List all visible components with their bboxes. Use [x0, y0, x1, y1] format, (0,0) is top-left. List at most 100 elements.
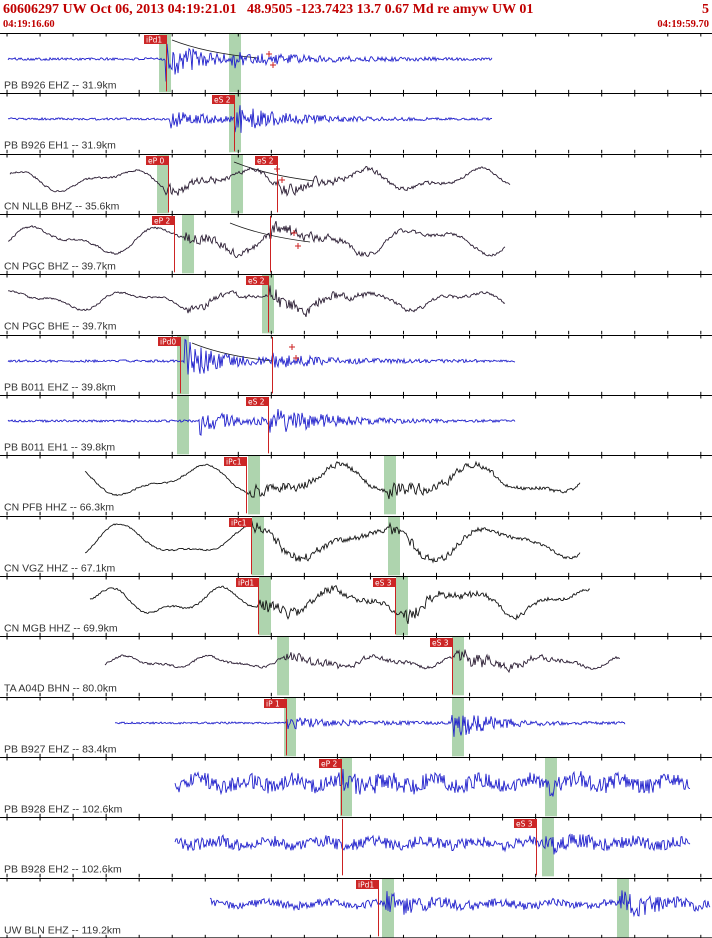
- phase-pick-label: eS 3: [516, 820, 533, 829]
- time-axis-ticks: [6, 153, 702, 214]
- phase-pick-label: eP 2: [321, 759, 337, 768]
- phase-pick-label: iPd0: [160, 337, 176, 346]
- phase-pick-flag[interactable]: eS 2: [246, 276, 270, 333]
- trace-row-cn-pgc-bhe[interactable]: eS 2 CN PGC BHE -- 39.7km: [0, 274, 712, 335]
- phase-pick-flag[interactable]: iPd1: [144, 34, 168, 92]
- arrival-window-band: [616, 878, 629, 937]
- arrival-window-band: [383, 456, 396, 515]
- trace-row-pb-b011-eh1[interactable]: eS 2 PB B011 EH1 -- 39.8km: [0, 394, 712, 456]
- trace-label: PB B927 EHZ -- 83.4km: [4, 744, 117, 755]
- amplitude-marker: [266, 50, 273, 57]
- trace-panel[interactable]: eP 2 CN PGC BHZ -- 39.7km: [0, 213, 712, 275]
- time-axis-ticks: [6, 394, 702, 456]
- trace-row-cn-nllb-bhz[interactable]: eP 0 eS 2 CN NLLB BHZ -- 35.6km: [0, 153, 712, 214]
- trace-panel[interactable]: eS 2 CN PGC BHE -- 39.7km: [0, 274, 712, 335]
- amplitude-marker: [270, 61, 277, 68]
- trace-panel[interactable]: iPc1 CN PFB HHZ -- 66.3km: [0, 455, 712, 516]
- event-header: 60606297 UW Oct 06, 2013 04:19:21.01 48.…: [0, 0, 712, 33]
- waveform: [174, 833, 691, 855]
- amplitude-marker: [293, 354, 300, 361]
- amplitude-marker: [274, 165, 281, 172]
- phase-pick-flag[interactable]: iPd1: [236, 577, 260, 635]
- phase-pick-flag[interactable]: iPc1: [224, 457, 248, 514]
- trace-panel[interactable]: eP 0 eS 2 CN NLLB BHZ -- 35.6km: [0, 153, 712, 214]
- phase-pick-label: eS 3: [432, 639, 449, 648]
- arrival-window-band: [252, 516, 265, 575]
- phase-pick-flag[interactable]: eS 2: [246, 396, 270, 454]
- phase-pick-flag[interactable]: iP 1: [264, 698, 288, 755]
- trace-list: iPd1 PB B926 EHZ -- 31.9km eS 2 PB B926 EH1…: [0, 33, 712, 938]
- page-number: 5: [702, 2, 709, 17]
- phase-pick-label: iPc1: [226, 458, 242, 467]
- phase-pick-flag[interactable]: eS 3: [513, 819, 537, 876]
- trace-panel[interactable]: iPd1 UW BLN EHZ -- 119.2km: [0, 877, 712, 938]
- trace-label: CN MGB HHZ -- 69.9km: [4, 623, 118, 634]
- arrival-window-band: [451, 637, 464, 696]
- phase-pick-flag[interactable]: iPc1: [229, 517, 253, 574]
- trace-label: UW BLN EHZ -- 119.2km: [4, 925, 121, 936]
- window-end-time: 04:19:59.70: [657, 19, 709, 30]
- trace-panel[interactable]: iPd0 PB B011 EHZ -- 39.8km: [0, 334, 712, 395]
- trace-row-cn-mgb-hhz[interactable]: iPd1 eS 3 CN MGB HHZ -- 69.9km: [0, 575, 712, 637]
- trace-row-pb-b011-ehz[interactable]: iPd0 PB B011 EHZ -- 39.8km: [0, 334, 712, 395]
- trace-panel[interactable]: eP 2 PB B928 EHZ -- 102.6km: [0, 756, 712, 818]
- trace-panel[interactable]: eS 2 PB B926 EH1 -- 31.9km: [0, 93, 712, 154]
- arrival-window-band: [277, 637, 290, 696]
- time-axis-ticks: [6, 515, 702, 576]
- trace-label: CN PGC BHE -- 39.7km: [4, 322, 117, 333]
- waveform: [7, 338, 516, 375]
- phase-pick-flag[interactable]: eS 2: [212, 95, 236, 152]
- trace-panel[interactable]: eS 3 TA A04D BHN -- 80.0km: [0, 636, 712, 697]
- trace-row-cn-pgc-bhz[interactable]: eP 2 CN PGC BHZ -- 39.7km: [0, 213, 712, 275]
- phase-pick-flag[interactable]: eS 2: [255, 155, 279, 212]
- trace-label: CN PGC BHZ -- 39.7km: [4, 261, 116, 272]
- phase-pick-label: eS 2: [248, 397, 265, 406]
- waveform: [8, 285, 506, 318]
- phase-pick-flag[interactable]: eS 3: [372, 577, 396, 635]
- trace-panel[interactable]: iPd1 eS 3 CN MGB HHZ -- 69.9km: [0, 575, 712, 637]
- trace-row-cn-vgz-hhz[interactable]: iPc1 CN VGZ HHZ -- 67.1km: [0, 515, 712, 576]
- phase-pick-flag[interactable]: eP 2: [152, 215, 176, 273]
- time-axis-ticks: [6, 213, 702, 275]
- phase-pick-flag[interactable]: eP 0: [146, 155, 170, 212]
- waveform: [7, 105, 493, 134]
- trace-panel[interactable]: iPc1 CN VGZ HHZ -- 67.1km: [0, 515, 712, 576]
- trace-row-pb-b927-ehz[interactable]: iP 1 PB B927 EHZ -- 83.4km: [0, 696, 712, 757]
- trace-row-pb-b928-eh2[interactable]: eS 3 PB B928 EH2 -- 102.6km: [0, 817, 712, 878]
- window-start-time: 04:19:16.60: [3, 19, 55, 30]
- trace-row-cn-pfb-hhz[interactable]: iPc1 CN PFB HHZ -- 66.3km: [0, 455, 712, 516]
- trace-row-uw-bln-ehz[interactable]: iPd1 UW BLN EHZ -- 119.2km: [0, 877, 712, 938]
- waveform: [209, 889, 711, 917]
- trace-panel[interactable]: iP 1 PB B927 EHZ -- 83.4km: [0, 696, 712, 757]
- coda-decay-curve: [171, 39, 259, 59]
- trace-panel[interactable]: iPd1 PB B926 EHZ -- 31.9km: [0, 33, 712, 94]
- phase-pick-flag[interactable]: iPd1: [356, 879, 379, 936]
- waveform: [89, 584, 590, 624]
- phase-pick-flag[interactable]: eS 3: [429, 638, 453, 695]
- waveform: [84, 460, 581, 500]
- trace-row-pb-b926-ehz[interactable]: iPd1 PB B926 EHZ -- 31.9km: [0, 33, 712, 94]
- phase-pick-flag[interactable]: iPd0: [158, 336, 182, 393]
- trace-panel[interactable]: eS 2 PB B011 EH1 -- 39.8km: [0, 394, 712, 456]
- phase-pick-label: eP 0: [148, 156, 164, 165]
- arrival-window-band: [157, 154, 170, 213]
- trace-panel[interactable]: eS 3 PB B928 EH2 -- 102.6km: [0, 817, 712, 878]
- waveform: [7, 43, 493, 82]
- trace-row-pb-b928-ehz[interactable]: eP 2 PB B928 EHZ -- 102.6km: [0, 756, 712, 818]
- trace-label: PB B926 EHZ -- 31.9km: [4, 80, 117, 91]
- trace-row-pb-b926-eh1[interactable]: eS 2 PB B926 EH1 -- 31.9km: [0, 93, 712, 154]
- waveform: [114, 714, 626, 737]
- phase-pick-flag[interactable]: eP 2: [319, 758, 343, 816]
- phase-pick-label: eS 2: [257, 156, 274, 165]
- trace-label: TA A04D BHN -- 80.0km: [4, 684, 117, 695]
- trace-label: PB B011 EHZ -- 39.8km: [4, 382, 116, 393]
- amplitude-marker: [291, 229, 298, 236]
- trace-label: PB B011 EH1 -- 39.8km: [4, 442, 115, 453]
- trace-row-ta-a04d-bhn[interactable]: eS 3 TA A04D BHN -- 80.0km: [0, 636, 712, 697]
- time-axis-ticks: [6, 636, 702, 697]
- time-axis-ticks: [6, 756, 702, 818]
- phase-pick-label: eS 2: [214, 96, 231, 105]
- arrival-window-band: [177, 335, 190, 394]
- arrival-window-band: [231, 154, 244, 213]
